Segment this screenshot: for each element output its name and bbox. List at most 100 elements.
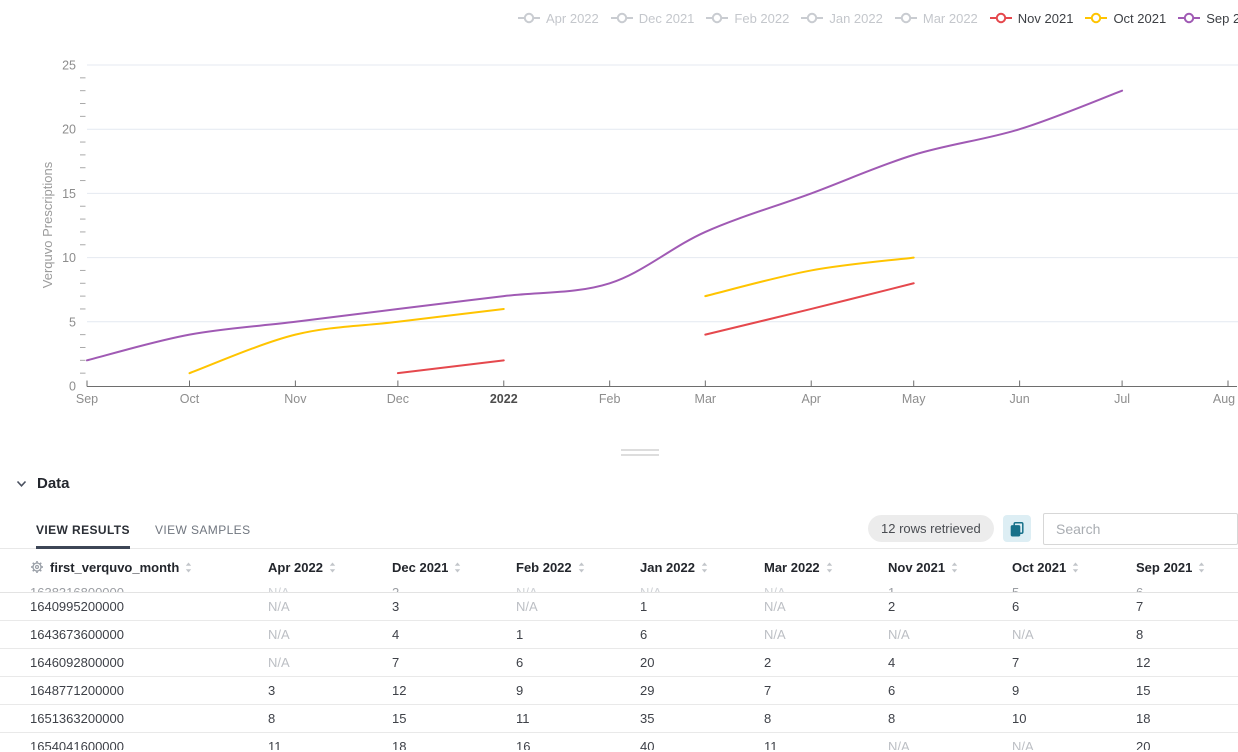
legend-item[interactable]: Feb 2022 (706, 11, 789, 26)
table-cell: 1651363200000 (30, 711, 124, 726)
legend-item[interactable]: Apr 2022 (518, 11, 599, 26)
search-input[interactable] (1043, 513, 1238, 545)
table-cell: 6 (640, 627, 648, 642)
table-cell: 1640995200000 (30, 599, 124, 614)
table-cell: 3 (268, 683, 276, 698)
legend-label: Feb 2022 (734, 10, 790, 26)
svg-text:Nov: Nov (284, 392, 307, 406)
table-cell: 8 (1136, 627, 1144, 642)
column-header[interactable]: Mar 2022 (764, 560, 888, 575)
legend-item[interactable]: Nov 2021 (989, 11, 1073, 26)
table-cell: N/A (268, 655, 290, 670)
table-row[interactable]: 1651363200000 8 15 11 35 8 8 10 18 (0, 705, 1238, 733)
clipboard-copy-icon (1010, 521, 1024, 536)
sort-icon (701, 562, 708, 572)
legend-item[interactable]: Dec 2021 (610, 10, 695, 26)
table-cell: 2 (764, 655, 772, 670)
table-row[interactable]: 1640995200000 N/A 3 N/A 1 N/A 2 6 7 (0, 593, 1238, 621)
table-cell: N/A (1012, 739, 1034, 750)
legend-series-icon (1178, 12, 1201, 24)
svg-text:Feb: Feb (599, 392, 621, 406)
table-cell: 9 (516, 683, 524, 698)
series-line-nov-2021 (704, 282, 915, 336)
table-cell: N/A (764, 627, 786, 642)
table-cell: 1 (888, 585, 896, 593)
chart-legend: Apr 2022 Dec 2021 Feb 2022 Jan 2022 Mar … (518, 8, 1238, 28)
table-cell: N/A (268, 585, 290, 593)
table-cell: 11 (516, 711, 530, 726)
series-line-oct-2021 (188, 307, 505, 375)
table-cell: 7 (392, 655, 400, 670)
sort-icon (578, 562, 584, 572)
table-cell: 10 (1012, 711, 1027, 726)
legend-series-icon (1085, 12, 1108, 24)
svg-text:Sep: Sep (76, 392, 98, 406)
table-row[interactable]: 1654041600000 11 18 16 40 11 N/A N/A 20 (0, 733, 1238, 750)
table-cell: 1654041600000 (30, 739, 124, 750)
table-cell: 1 (516, 627, 524, 642)
legend-item[interactable]: Oct 2021 (1085, 11, 1166, 26)
column-header-label: first_verquvo_month (50, 559, 180, 575)
sort-icon (1199, 562, 1205, 572)
column-header[interactable]: first_verquvo_month (30, 560, 268, 575)
table-cell: 35 (640, 711, 655, 726)
legend-label: Apr 2022 (546, 10, 599, 26)
legend-series-icon (706, 12, 729, 24)
legend-label: Sep 2021 (1206, 10, 1238, 26)
series-line-oct-2021 (704, 256, 915, 298)
sort-icon (1073, 562, 1079, 572)
table-cell: 1638316800000 (30, 585, 124, 593)
legend-item[interactable]: Mar 2022 (894, 11, 978, 26)
column-header[interactable]: Sep 2021 (1136, 560, 1238, 575)
legend-item[interactable]: Sep 2021 (1178, 11, 1238, 26)
legend-series-icon (801, 12, 824, 24)
table-row[interactable]: 1638316800000 N/A 2 N/A N/A N/A 1 5 6 (0, 585, 1238, 593)
svg-text:25: 25 (62, 59, 76, 73)
column-header-label: Oct 2021 (1012, 559, 1067, 575)
table-cell: 9 (1012, 683, 1020, 698)
table-row[interactable]: 1643673600000 N/A 4 1 6 N/A N/A N/A 8 (0, 621, 1238, 649)
svg-text:Verquvo Prescriptions: Verquvo Prescriptions (40, 161, 55, 288)
table-cell: N/A (516, 599, 538, 614)
column-header[interactable]: Nov 2021 (888, 560, 1012, 575)
column-header[interactable]: Dec 2021 (392, 560, 516, 575)
legend-series-icon (894, 12, 917, 24)
tab-view-samples[interactable]: VIEW SAMPLES (155, 522, 251, 537)
column-header[interactable]: Apr 2022 (268, 560, 392, 575)
legend-series-icon (989, 12, 1012, 24)
table-cell: N/A (268, 627, 290, 642)
column-header[interactable]: Oct 2021 (1012, 560, 1136, 575)
copy-table-button[interactable] (1003, 515, 1031, 542)
column-header[interactable]: Feb 2022 (516, 560, 640, 575)
table-cell: N/A (640, 585, 662, 593)
table-cell: 8 (888, 711, 896, 726)
table-cell: 15 (1136, 683, 1151, 698)
table-cell: 7 (1012, 655, 1020, 670)
legend-series-icon (518, 12, 540, 24)
table-cell: N/A (764, 599, 786, 614)
table-cell: 1646092800000 (30, 655, 124, 670)
column-header[interactable]: Jan 2022 (640, 560, 764, 575)
results-toolbar: VIEW RESULTS VIEW SAMPLES 12 rows retrie… (0, 511, 1238, 549)
data-section-title: Data (37, 475, 70, 492)
table-cell: 6 (888, 683, 896, 698)
chevron-down-icon (16, 480, 27, 487)
table-cell: N/A (764, 585, 786, 593)
legend-label: Dec 2021 (638, 10, 695, 26)
sort-icon (826, 562, 832, 572)
table-cell: 16 (516, 739, 531, 750)
table-cell: 2 (392, 585, 400, 593)
tab-view-results[interactable]: VIEW RESULTS (36, 511, 130, 549)
legend-item[interactable]: Jan 2022 (801, 11, 883, 26)
table-cell: 6 (1136, 585, 1144, 593)
table-cell: 18 (392, 739, 407, 750)
svg-text:May: May (902, 392, 926, 406)
table-row[interactable]: 1648771200000 3 12 9 29 7 6 9 15 (0, 677, 1238, 705)
sort-icon (186, 562, 192, 572)
table-row[interactable]: 1646092800000 N/A 7 6 20 2 4 7 12 (0, 649, 1238, 677)
series-line-nov-2021 (396, 359, 505, 375)
panel-resize-handle[interactable] (621, 449, 659, 459)
svg-text:Oct: Oct (180, 392, 200, 406)
svg-text:Dec: Dec (387, 392, 409, 406)
data-section-header[interactable]: Data (16, 475, 70, 492)
